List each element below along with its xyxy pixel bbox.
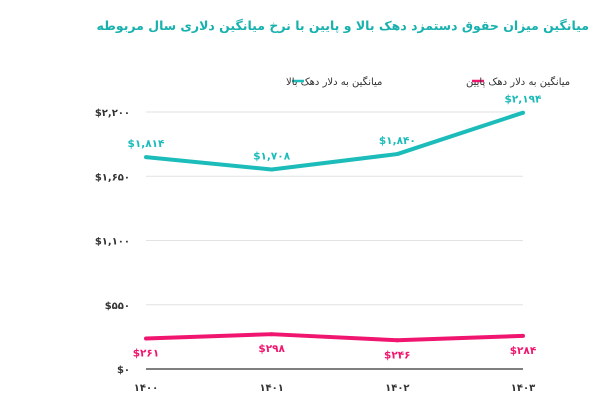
x-tick-label: ۱۴۰۰ — [134, 383, 158, 394]
y-tick-label: $۱,۶۵۰ — [95, 172, 130, 183]
data-label: $۱,۸۱۴ — [128, 138, 166, 150]
data-label: $۲,۱۹۴ — [505, 94, 543, 106]
chart-title: میانگین میزان حقوق دستمزد دهک بالا و پای… — [96, 18, 590, 33]
data-label: $۲۸۴ — [510, 345, 537, 357]
y-tick-label: $۱,۱۰۰ — [95, 237, 130, 248]
data-point — [144, 336, 148, 341]
series-line — [145, 332, 524, 343]
legend-label: میانگین به دلار دهک پایین — [466, 76, 570, 88]
data-point — [269, 167, 274, 172]
x-tick-label: ۱۴۰۲ — [385, 383, 409, 394]
data-label: $۲۶۱ — [133, 348, 160, 360]
data-point — [395, 152, 400, 157]
data-label: $۱,۷۰۸ — [253, 150, 291, 162]
data-label: $۱,۸۴۰ — [379, 135, 416, 147]
data-point — [144, 155, 148, 160]
data-point — [395, 338, 400, 343]
data-point — [521, 333, 525, 338]
series-line — [145, 110, 524, 172]
data-point — [269, 332, 274, 337]
x-tick-label: ۱۴۰۳ — [511, 383, 535, 394]
x-tick-label: ۱۴۰۱ — [259, 383, 283, 394]
y-tick-label: $۲,۲۰۰ — [95, 108, 130, 119]
y-tick-label: $۵۵۰ — [105, 301, 130, 312]
data-label: $۲۴۶ — [384, 349, 411, 361]
data-point — [521, 110, 525, 115]
y-tick-label: $۰ — [117, 365, 130, 376]
data-label: $۲۹۸ — [258, 343, 285, 355]
legend-label: میانگین به دلار دهک بالا — [286, 76, 382, 88]
